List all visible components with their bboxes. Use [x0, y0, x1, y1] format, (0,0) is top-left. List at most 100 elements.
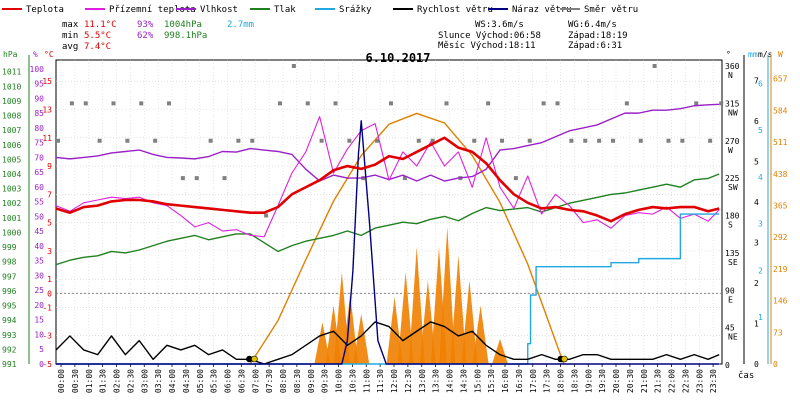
x-tick-label: 06:00	[224, 369, 233, 393]
x-tick-label: 03:00	[140, 369, 149, 393]
wind-dir-point	[513, 176, 518, 181]
x-tick-label: 02:30	[126, 369, 135, 393]
wm2-tick-label: 292	[773, 233, 788, 242]
deg-tick-dir: NW	[728, 108, 738, 117]
deg-tick-label: 270	[725, 137, 740, 146]
x-tick-label: 11:00	[362, 369, 371, 393]
hpa-tick-label: 992	[2, 345, 17, 354]
ms-tick-label: 6	[758, 79, 763, 88]
wind-dir-point	[541, 101, 546, 106]
wm2-tick-label: 146	[773, 297, 788, 306]
x-tick-label: 18:30	[570, 369, 579, 393]
x-tick-label: 20:30	[626, 369, 635, 393]
hpa-tick-label: 1010	[2, 82, 21, 91]
x-tick-label: 17:30	[543, 369, 552, 393]
deg-tick-label: 90	[725, 286, 735, 295]
solar-peak	[386, 297, 403, 364]
hpa-tick-label: 1008	[2, 112, 21, 121]
hpa-tick-label: 1003	[2, 185, 21, 194]
wm2-tick-label: 584	[773, 106, 788, 115]
plot-frame	[55, 59, 723, 365]
wm2-tick-label: 0	[773, 360, 778, 369]
pct-tick-label: 35	[34, 257, 44, 266]
x-tick-label: 08:30	[293, 369, 302, 393]
wind-dir-point	[624, 101, 629, 106]
deg-tick-label: 0	[725, 361, 730, 370]
hpa-tick-label: 1007	[2, 126, 21, 135]
temp-tick-label: -1	[42, 303, 52, 312]
x-tick-label: 16:30	[515, 369, 524, 393]
temp-tick-label: 13	[42, 105, 52, 114]
wind-dir-point	[402, 176, 407, 181]
stat-min-temp: 5.5°C	[84, 31, 111, 41]
x-tick-label: 13:30	[432, 369, 441, 393]
ms-axis-title: m/s	[758, 50, 773, 59]
hpa-tick-label: 1005	[2, 155, 21, 164]
wind-dir-point	[472, 138, 477, 143]
solar-peak	[492, 338, 508, 364]
pct-tick-label: 5	[39, 345, 44, 354]
solar-peak	[353, 313, 370, 364]
wind-dir-point	[111, 101, 116, 106]
wind-dir-point	[222, 176, 227, 181]
wm2-tick-label: 73	[773, 328, 783, 337]
x-tick-label: 09:00	[307, 369, 316, 393]
hpa-tick-label: 1002	[2, 199, 21, 208]
pct-tick-label: 95	[34, 80, 44, 89]
deg-tick-dir: W	[728, 146, 733, 155]
pct-tick-label: 20	[34, 301, 44, 310]
wind-dir-point	[180, 176, 185, 181]
wind-dir-point	[389, 101, 393, 106]
x-tick-label: 21:30	[654, 369, 663, 393]
pct-tick-label: 10	[34, 330, 44, 339]
series-teplota	[55, 136, 720, 223]
temp-tick-label: 1	[47, 275, 52, 284]
pct-tick-label: 40	[34, 242, 44, 251]
pct-tick-label: 50	[34, 212, 44, 221]
temp-axis-title: °C	[44, 50, 54, 59]
wind-dir-point	[69, 101, 74, 106]
x-tick-label: 17:00	[529, 369, 538, 393]
stats-block: max 11.1°C 93% 1004hPa 2.7mm min 5.5°C 6…	[62, 20, 628, 52]
x-tick-label: 07:00	[251, 369, 260, 393]
x-tick-label: 14:00	[446, 369, 455, 393]
x-tick-label: 11:30	[376, 369, 385, 393]
stat-avg-temp: 7.4°C	[84, 42, 111, 52]
stat-min-press: 998.1hPa	[164, 31, 207, 41]
wind-dir-point	[97, 138, 102, 143]
solar-peak	[419, 280, 436, 364]
wind-dir-point	[666, 138, 671, 143]
wind-dir-point	[555, 101, 560, 106]
wind-dir-point	[638, 138, 643, 143]
stat-moon-set: Západ:6:31	[568, 41, 622, 51]
pct-tick-label: 30	[34, 271, 44, 280]
x-tick-label: 13:00	[418, 369, 427, 393]
wind-dir-point	[375, 138, 380, 143]
wm2-tick-label: 438	[773, 170, 788, 179]
wind-dir-point	[236, 138, 241, 143]
x-tick-label: 01:30	[99, 369, 108, 393]
hpa-tick-label: 994	[2, 316, 17, 325]
deg-tick-label: 180	[725, 212, 740, 221]
wind-dir-point	[430, 138, 435, 143]
legend-label: Přízemní teplota	[109, 5, 196, 15]
series-p-zemn-teplota	[55, 116, 720, 238]
pct-tick-label: 65	[34, 168, 44, 177]
wind-dir-point	[56, 138, 60, 143]
stat-sun-set: Západ:18:19	[568, 31, 628, 41]
wind-dir-point	[611, 138, 615, 143]
wind-dir-point	[527, 138, 532, 143]
x-tick-label: 20:00	[612, 369, 621, 393]
hpa-tick-label: 1000	[2, 228, 21, 237]
solar-peak	[397, 272, 414, 364]
series-sr-ky	[56, 213, 720, 365]
wm2-tick-label: 511	[773, 138, 788, 147]
sun-moon-marker	[251, 355, 258, 363]
hpa-tick-label: 998	[2, 258, 17, 267]
mm-tick-label: 4	[754, 198, 759, 207]
legend-label: Teplota	[26, 5, 64, 15]
mm-tick-label: 3	[754, 238, 759, 247]
stat-avg-label: avg	[62, 42, 78, 52]
